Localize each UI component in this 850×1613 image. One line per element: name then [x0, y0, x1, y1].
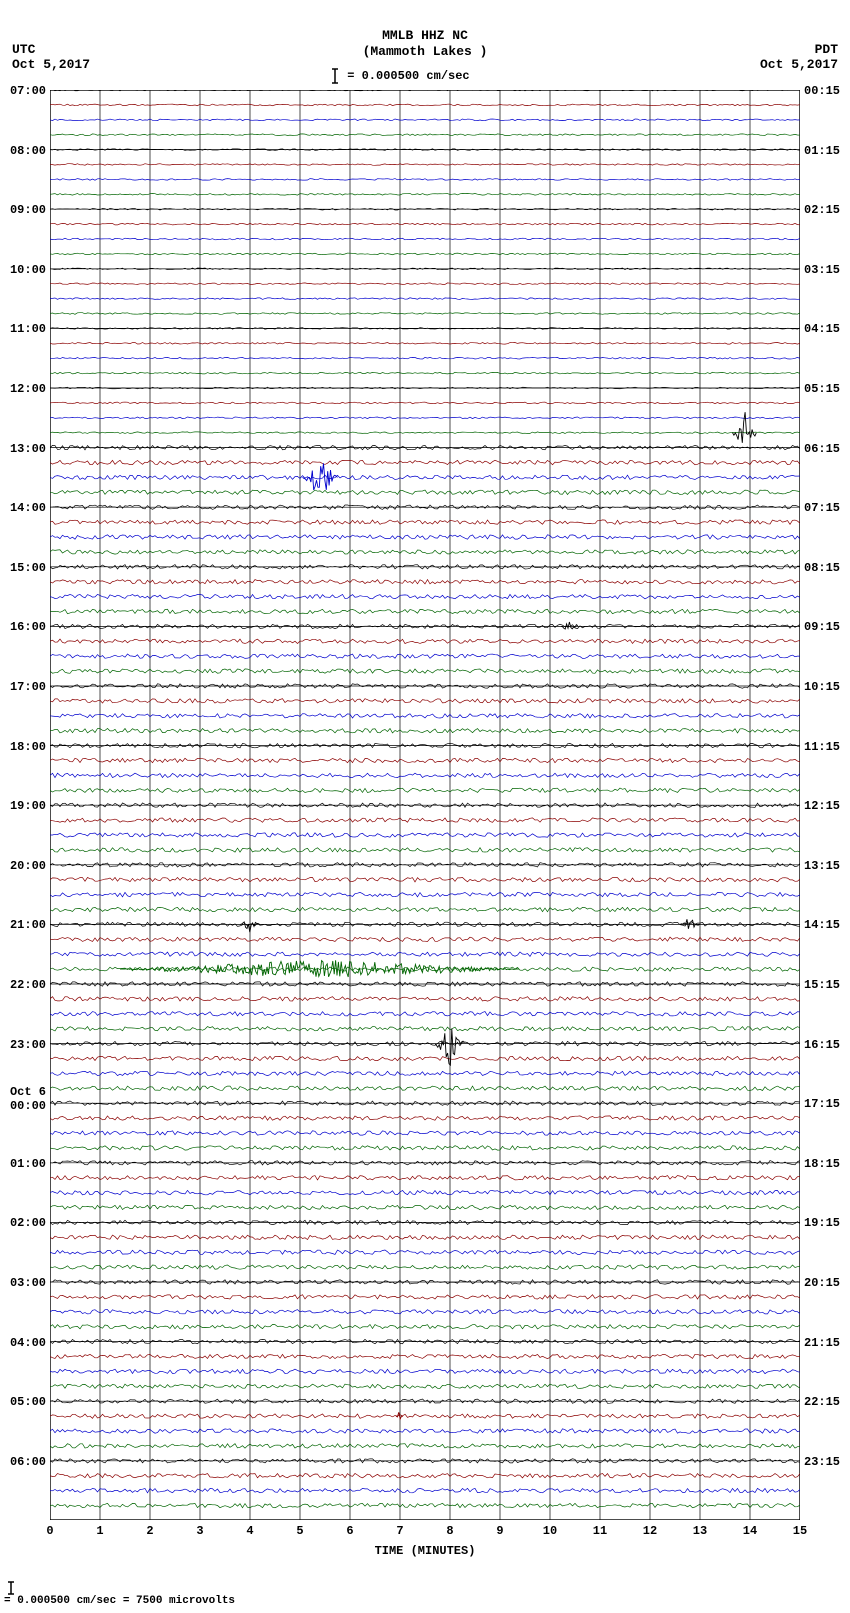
tz-left-date: Oct 5,2017: [12, 57, 90, 72]
scale-indicator: = 0.000500 cm/sec: [330, 68, 470, 84]
left-time-label: Oct 600:00: [10, 1085, 46, 1113]
tz-right-name: PDT: [760, 42, 838, 57]
right-time-label: 09:15: [804, 620, 840, 634]
right-time-label: 06:15: [804, 442, 840, 456]
x-tick-label: 14: [743, 1524, 757, 1538]
station-id: MMLB HHZ NC: [0, 28, 850, 44]
left-time-label: 01:00: [10, 1157, 46, 1171]
left-time-label: 16:00: [10, 620, 46, 634]
left-time-label: 10:00: [10, 263, 46, 277]
x-tick-label: 2: [146, 1524, 153, 1538]
right-time-labels: 00:1501:1502:1503:1504:1505:1506:1507:15…: [802, 90, 850, 1520]
left-time-label: 12:00: [10, 382, 46, 396]
left-time-label: 02:00: [10, 1216, 46, 1230]
x-tick-label: 7: [396, 1524, 403, 1538]
left-time-label: 11:00: [10, 322, 46, 336]
x-tick-label: 10: [543, 1524, 557, 1538]
left-time-label: 05:00: [10, 1395, 46, 1409]
x-tick-label: 8: [446, 1524, 453, 1538]
x-axis-ticks: 0123456789101112131415: [50, 1524, 800, 1542]
x-tick-label: 13: [693, 1524, 707, 1538]
x-axis-label: TIME (MINUTES): [50, 1544, 800, 1558]
scale-bar-icon: [4, 1581, 18, 1595]
x-tick-label: 6: [346, 1524, 353, 1538]
x-tick-label: 3: [196, 1524, 203, 1538]
right-time-label: 00:15: [804, 84, 840, 98]
station-location: (Mammoth Lakes ): [0, 44, 850, 60]
right-time-label: 18:15: [804, 1157, 840, 1171]
left-time-label: 20:00: [10, 859, 46, 873]
right-time-label: 02:15: [804, 203, 840, 217]
right-time-label: 19:15: [804, 1216, 840, 1230]
right-time-label: 21:15: [804, 1336, 840, 1350]
left-time-label: 18:00: [10, 740, 46, 754]
x-tick-label: 5: [296, 1524, 303, 1538]
x-tick-label: 4: [246, 1524, 253, 1538]
right-time-label: 05:15: [804, 382, 840, 396]
tz-right-date: Oct 5,2017: [760, 57, 838, 72]
header: MMLB HHZ NC (Mammoth Lakes ): [0, 0, 850, 59]
x-axis: 0123456789101112131415 TIME (MINUTES): [50, 1524, 800, 1558]
seismogram-plot: [50, 90, 800, 1520]
right-time-label: 07:15: [804, 501, 840, 515]
left-time-label: 07:00: [10, 84, 46, 98]
left-time-labels: 07:0008:0009:0010:0011:0012:0013:0014:00…: [0, 90, 48, 1520]
left-time-label: 06:00: [10, 1455, 46, 1469]
right-time-label: 16:15: [804, 1038, 840, 1052]
left-time-label: 21:00: [10, 918, 46, 932]
left-time-label: 23:00: [10, 1038, 46, 1052]
left-time-label: 09:00: [10, 203, 46, 217]
right-time-label: 14:15: [804, 918, 840, 932]
left-time-label: 03:00: [10, 1276, 46, 1290]
right-time-label: 13:15: [804, 859, 840, 873]
right-time-label: 11:15: [804, 740, 840, 754]
right-time-label: 22:15: [804, 1395, 840, 1409]
left-time-label: 04:00: [10, 1336, 46, 1350]
x-tick-label: 12: [643, 1524, 657, 1538]
seismogram-svg: [50, 90, 800, 1520]
timezone-left: UTC Oct 5,2017: [12, 42, 90, 72]
x-tick-label: 1: [96, 1524, 103, 1538]
left-time-label: 19:00: [10, 799, 46, 813]
x-tick-label: 9: [496, 1524, 503, 1538]
right-time-label: 10:15: [804, 680, 840, 694]
scale-bar-icon: [330, 68, 340, 84]
right-time-label: 04:15: [804, 322, 840, 336]
left-time-label: 08:00: [10, 144, 46, 158]
left-time-label: 13:00: [10, 442, 46, 456]
seismogram-container: MMLB HHZ NC (Mammoth Lakes ) UTC Oct 5,2…: [0, 0, 850, 1613]
right-time-label: 20:15: [804, 1276, 840, 1290]
scale-text: = 0.000500 cm/sec: [347, 69, 469, 83]
footer-scale: = 0.000500 cm/sec = 7500 microvolts: [4, 1581, 235, 1607]
tz-left-name: UTC: [12, 42, 90, 57]
left-time-label: 14:00: [10, 501, 46, 515]
x-tick-label: 11: [593, 1524, 607, 1538]
left-time-label: 15:00: [10, 561, 46, 575]
right-time-label: 08:15: [804, 561, 840, 575]
right-time-label: 17:15: [804, 1097, 840, 1111]
timezone-right: PDT Oct 5,2017: [760, 42, 838, 72]
right-time-label: 23:15: [804, 1455, 840, 1469]
footer-text: = 0.000500 cm/sec = 7500 microvolts: [4, 1595, 235, 1607]
right-time-label: 15:15: [804, 978, 840, 992]
x-tick-label: 15: [793, 1524, 807, 1538]
right-time-label: 01:15: [804, 144, 840, 158]
right-time-label: 12:15: [804, 799, 840, 813]
left-time-label: 22:00: [10, 978, 46, 992]
right-time-label: 03:15: [804, 263, 840, 277]
x-tick-label: 0: [46, 1524, 53, 1538]
left-time-label: 17:00: [10, 680, 46, 694]
